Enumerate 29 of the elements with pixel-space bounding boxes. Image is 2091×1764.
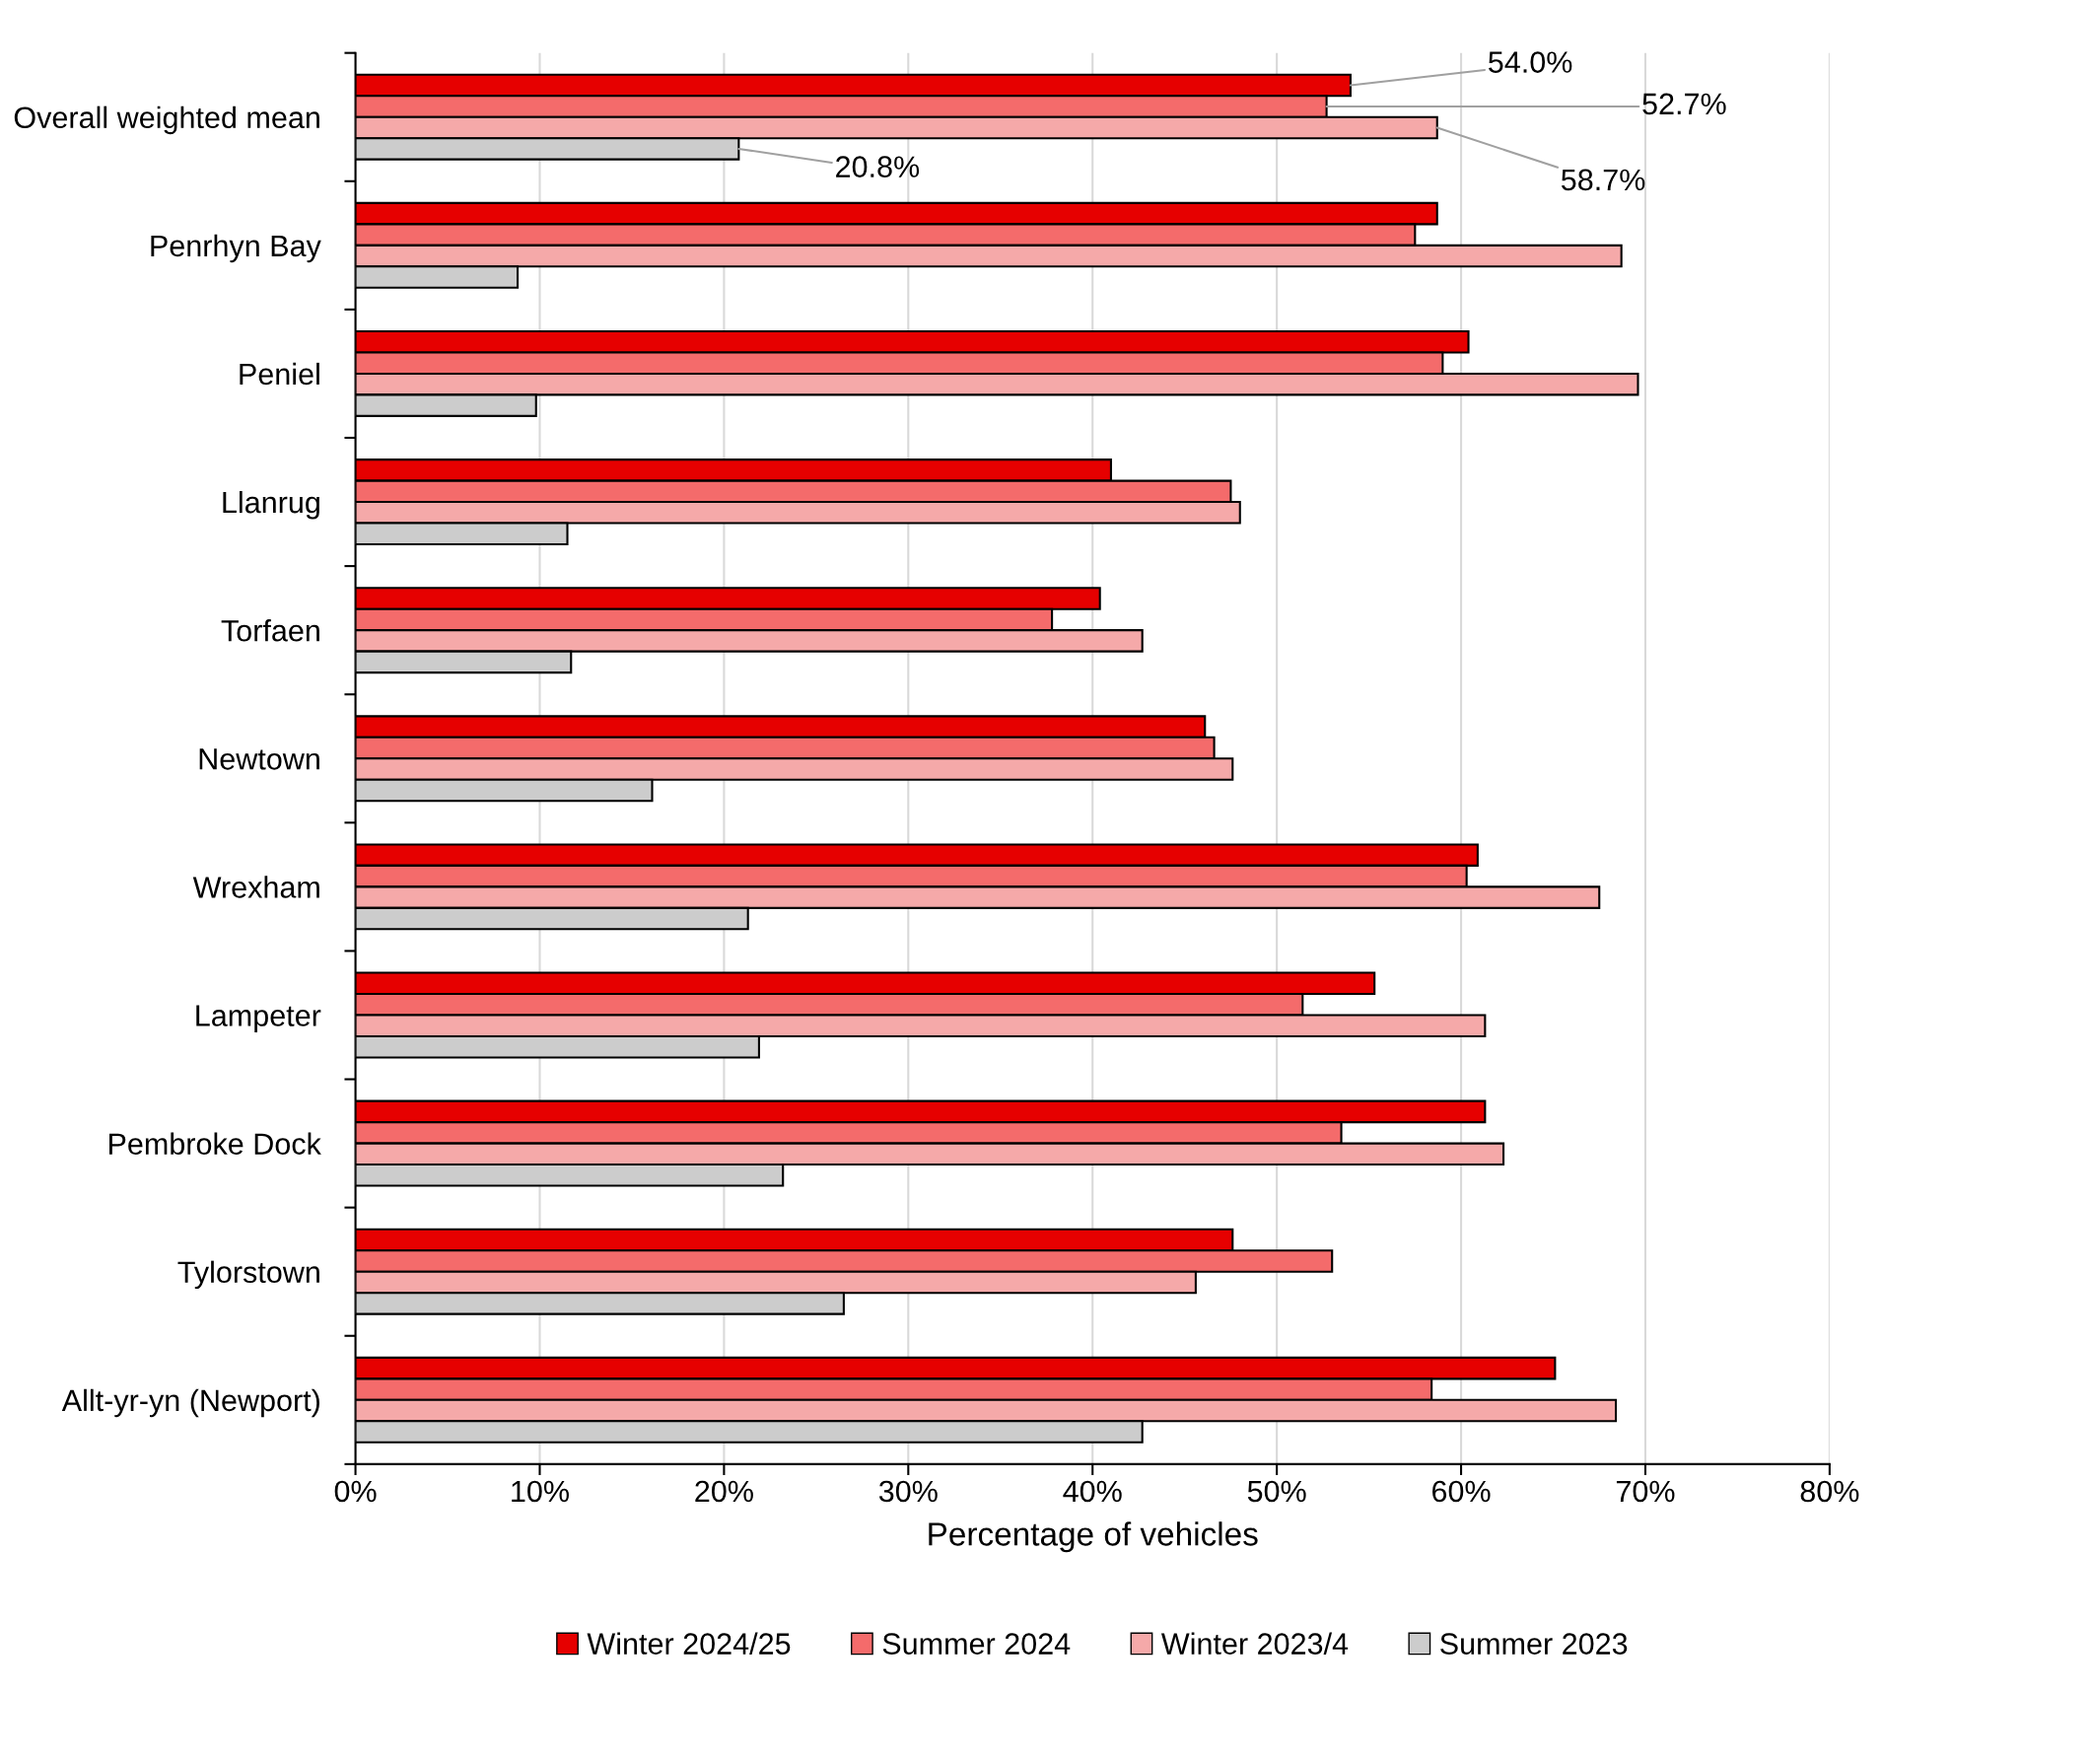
data-label: 58.7% <box>1561 169 1645 191</box>
y-tick-label: Pembroke Dock <box>109 1132 321 1155</box>
y-tick-label: Torfaen <box>221 619 319 642</box>
x-tick-label: 30% <box>878 1480 938 1503</box>
y-tick-label: Wrexham <box>192 876 319 898</box>
x-tick-label: 40% <box>1063 1480 1122 1503</box>
x-tick-label: 80% <box>1800 1480 1859 1503</box>
x-tick-label: 0% <box>334 1480 377 1503</box>
y-tick-label: Overall weighted mean <box>14 106 319 135</box>
y-tick-label: Tylorstown <box>177 1260 319 1290</box>
y-tick-label: Peniel <box>240 362 319 386</box>
y-tick-label: Penrhyn Bay <box>151 234 321 263</box>
legend-label: Winter 2023/4 <box>1160 1632 1349 1655</box>
x-tick-label: 50% <box>1247 1480 1306 1503</box>
data-label: 54.0% <box>1489 51 1572 73</box>
data-label: 52.7% <box>1642 93 1726 115</box>
x-axis-title: Percentage of vehicles <box>929 1521 1258 1553</box>
y-tick-label: Lampeter <box>196 1005 321 1032</box>
x-tick-label: 60% <box>1432 1480 1491 1503</box>
x-tick-label: 70% <box>1616 1480 1675 1503</box>
y-tick-label: Llanrug <box>223 490 319 520</box>
legend-label: Summer 2024 <box>882 1633 1071 1655</box>
x-tick-label: 10% <box>512 1480 569 1503</box>
x-tick-label: 20% <box>695 1480 753 1503</box>
data-label: 20.8% <box>836 156 920 177</box>
legend-label: Summer 2023 <box>1440 1633 1628 1655</box>
y-tick-label: Allt-yr-yn (Newport) <box>61 1388 319 1418</box>
y-tick-label: Newtown <box>199 748 319 770</box>
legend-label: Winter 2024/25 <box>587 1632 791 1655</box>
